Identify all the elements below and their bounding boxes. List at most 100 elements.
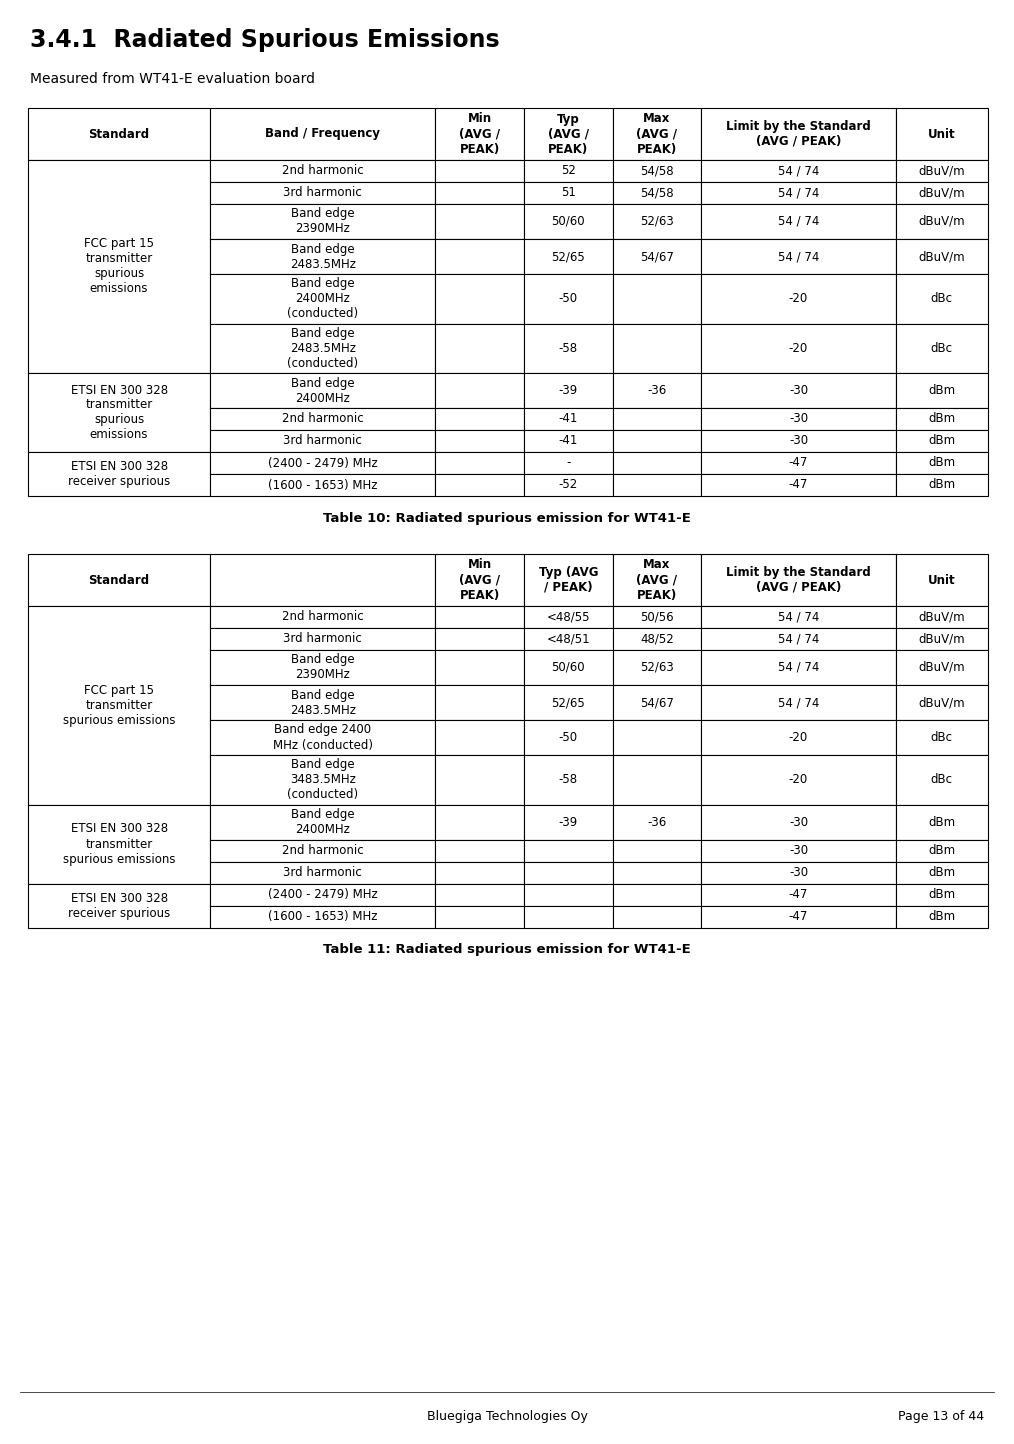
Bar [702,684,895,721]
Text: 54 / 74: 54 / 74 [778,186,819,199]
Text: 52/65: 52/65 [552,250,585,263]
Bar [210,839,435,862]
Text: Min
(AVG /
PEAK): Min (AVG / PEAK) [459,559,500,602]
Text: dBuV/m: dBuV/m [919,696,965,709]
Bar [210,884,435,905]
Bar [612,409,702,430]
Bar [210,721,435,755]
Bar [210,650,435,684]
Bar [524,650,612,684]
Bar [524,804,612,839]
Bar [435,240,524,274]
Text: Band edge
2483.5MHz: Band edge 2483.5MHz [290,689,356,716]
Bar [435,554,524,606]
Bar [702,650,895,684]
Text: -47: -47 [789,456,808,469]
Bar [612,323,702,373]
Text: ETSI EN 300 328
transmitter
spurious emissions: ETSI EN 300 328 transmitter spurious emi… [63,823,175,865]
Bar [435,862,524,884]
Text: -39: -39 [559,816,578,829]
Text: dBm: dBm [928,866,955,879]
Bar [524,373,612,409]
Text: Standard: Standard [88,573,150,586]
Bar [524,905,612,927]
Bar [524,160,612,182]
Bar [702,628,895,650]
Bar [435,804,524,839]
Bar [895,474,988,495]
Bar [895,430,988,452]
Bar [702,274,895,323]
Bar [612,474,702,495]
Text: -36: -36 [647,816,666,829]
Bar [895,755,988,804]
Bar [435,650,524,684]
Bar [895,839,988,862]
Text: dBuV/m: dBuV/m [919,250,965,263]
Bar [28,804,210,884]
Text: -47: -47 [789,478,808,491]
Text: ETSI EN 300 328
receiver spurious: ETSI EN 300 328 receiver spurious [68,461,170,488]
Bar [612,452,702,474]
Text: -41: -41 [559,435,578,448]
Text: -39: -39 [559,384,578,397]
Bar [702,240,895,274]
Bar [612,204,702,240]
Text: 3.4.1  Radiated Spurious Emissions: 3.4.1 Radiated Spurious Emissions [30,27,500,52]
Text: -20: -20 [789,731,808,744]
Text: -30: -30 [789,866,808,879]
Text: -58: -58 [559,773,578,786]
Text: 3rd harmonic: 3rd harmonic [283,186,362,199]
Text: -47: -47 [789,910,808,923]
Bar [524,839,612,862]
Text: Min
(AVG /
PEAK): Min (AVG / PEAK) [459,113,500,156]
Text: Band / Frequency: Band / Frequency [266,127,380,140]
Bar [435,721,524,755]
Bar [210,182,435,204]
Bar [702,108,895,160]
Text: 3rd harmonic: 3rd harmonic [283,435,362,448]
Bar [702,452,895,474]
Bar [895,160,988,182]
Text: 50/60: 50/60 [552,661,585,674]
Text: Page 13 of 44: Page 13 of 44 [897,1409,984,1422]
Bar [210,474,435,495]
Bar [612,373,702,409]
Text: 54 / 74: 54 / 74 [778,611,819,624]
Text: 3rd harmonic: 3rd harmonic [283,866,362,879]
Bar [612,240,702,274]
Text: dBuV/m: dBuV/m [919,661,965,674]
Text: 54 / 74: 54 / 74 [778,661,819,674]
Bar [210,554,435,606]
Bar [210,905,435,927]
Text: Band edge 2400
MHz (conducted): Band edge 2400 MHz (conducted) [273,723,373,751]
Bar [28,373,210,452]
Bar [612,755,702,804]
Text: Measured from WT41-E evaluation board: Measured from WT41-E evaluation board [30,72,315,87]
Text: -50: -50 [559,731,578,744]
Text: -52: -52 [559,478,578,491]
Text: Band edge
3483.5MHz
(conducted): Band edge 3483.5MHz (conducted) [287,758,358,801]
Text: dBm: dBm [928,910,955,923]
Text: (1600 - 1653) MHz: (1600 - 1653) MHz [268,478,377,491]
Bar [524,684,612,721]
Bar [210,452,435,474]
Text: Table 10: Radiated spurious emission for WT41-E: Table 10: Radiated spurious emission for… [323,513,691,526]
Text: dBc: dBc [931,342,953,355]
Text: 54/67: 54/67 [640,696,674,709]
Bar [895,606,988,628]
Bar [435,905,524,927]
Bar [895,884,988,905]
Bar [702,373,895,409]
Bar [435,755,524,804]
Bar [702,905,895,927]
Text: 2nd harmonic: 2nd harmonic [282,611,364,624]
Text: -41: -41 [559,413,578,426]
Text: Band edge
2483.5MHz
(conducted): Band edge 2483.5MHz (conducted) [287,326,358,370]
Text: dBuV/m: dBuV/m [919,632,965,645]
Text: FCC part 15
transmitter
spurious
emissions: FCC part 15 transmitter spurious emissio… [84,237,154,296]
Bar [210,204,435,240]
Text: -30: -30 [789,843,808,856]
Bar [612,721,702,755]
Text: dBm: dBm [928,888,955,901]
